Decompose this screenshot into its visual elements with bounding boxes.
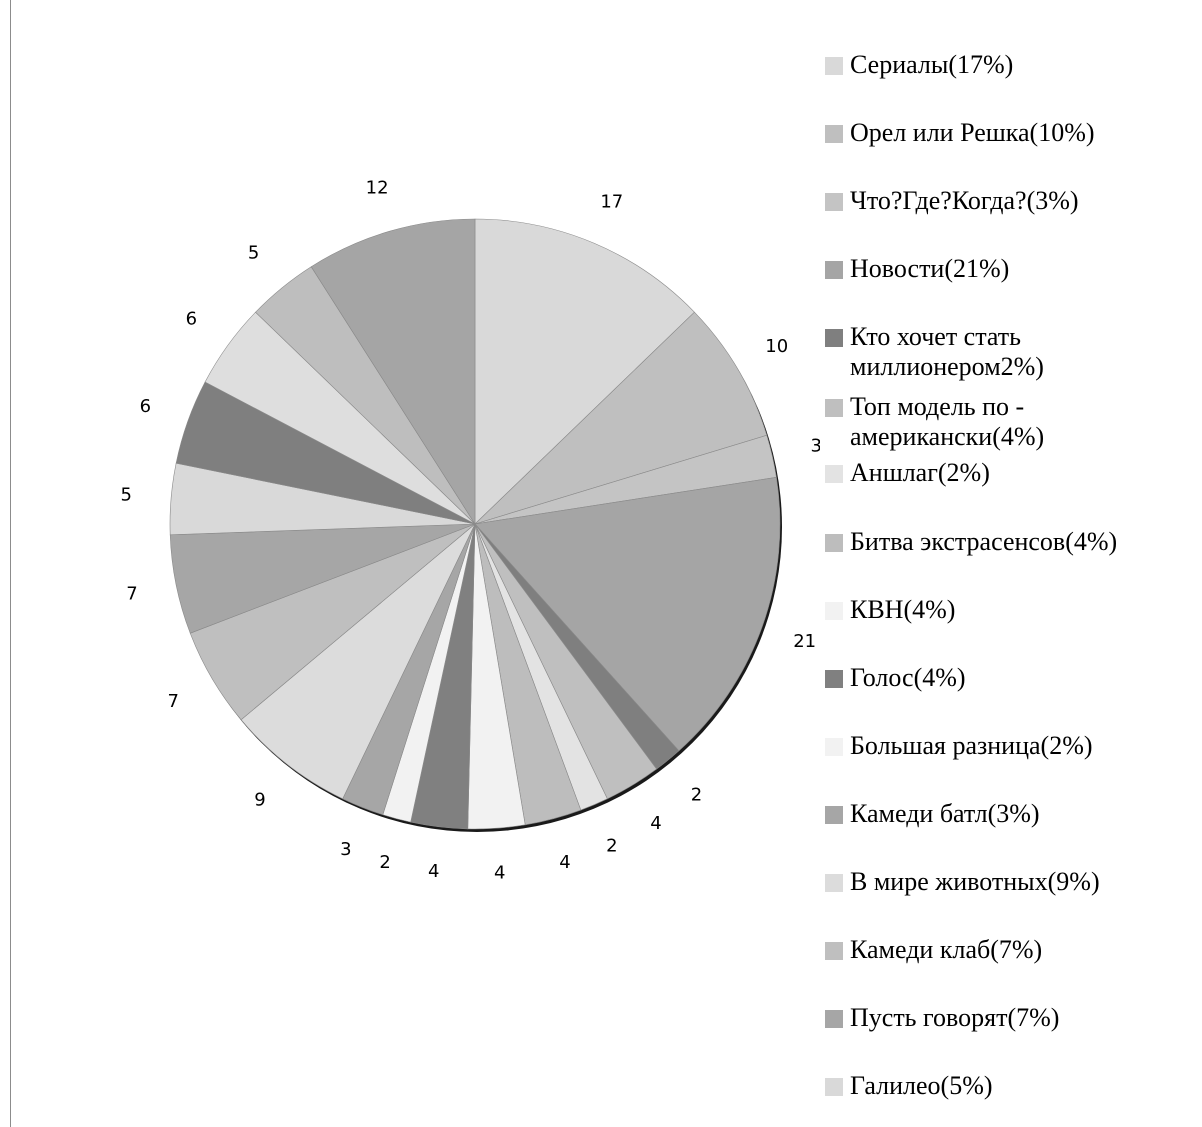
legend-label: Большая разница(2%)	[850, 731, 1093, 760]
slice-data-label-8: 4	[559, 852, 570, 873]
frame-border	[10, 0, 11, 1127]
slice-data-label-3: 3	[810, 436, 820, 457]
legend-label: Голос(4%)	[850, 663, 966, 692]
slice-data-label-10: 4	[428, 861, 439, 882]
legend-label: Топ модель по - американски(4%)	[850, 392, 1045, 451]
legend-label: Кто хочет стать миллионером2%)	[850, 322, 1044, 381]
legend-item-4: Новости(21%)	[825, 254, 1195, 284]
slice-data-label-7: 2	[606, 836, 617, 857]
legend-item-9: КВН(4%)	[825, 595, 1195, 625]
slice-data-label-19: 5	[248, 242, 259, 263]
legend-label: Сериалы(17%)	[850, 50, 1014, 79]
legend-item-7: Аншлаг(2%)	[825, 458, 1195, 488]
slice-data-label-20: 12	[366, 177, 389, 198]
legend-label: Камеди батл(3%)	[850, 799, 1040, 828]
legend-swatch	[825, 874, 843, 892]
legend-item-5: Кто хочет стать миллионером2%)	[825, 322, 1195, 382]
pie-slice-2	[474, 311, 768, 525]
legend-item-1: Сериалы(17%)	[825, 50, 1195, 80]
legend-label: Пусть говорят(7%)	[850, 1003, 1060, 1032]
legend-item-11: Большая разница(2%)	[825, 731, 1195, 761]
legend-swatch	[825, 193, 843, 211]
legend-swatch	[825, 602, 843, 620]
legend-item-2: Орел или Решка(10%)	[825, 118, 1195, 148]
legend-swatch	[825, 1078, 843, 1096]
slice-data-label-13: 9	[254, 790, 265, 811]
legend-label: Орел или Решка(10%)	[850, 118, 1095, 147]
legend-swatch	[825, 329, 843, 347]
pie-slice-13	[240, 523, 476, 800]
legend-item-8: Битва экстрасенсов(4%)	[825, 527, 1195, 557]
slice-data-label-18: 6	[186, 308, 197, 329]
slice-data-label-6: 4	[650, 813, 661, 834]
pie-chart: 17 10 3 21 2 4 2 4 4 4 2 3 9 7 7 5 6 6 5 12	[120, 177, 820, 884]
pie-slice-4	[474, 477, 781, 752]
legend-item-3: Что?Где?Когда?(3%)	[825, 186, 1195, 216]
legend-swatch	[825, 465, 843, 483]
slice-data-label-15: 7	[126, 583, 137, 604]
slice-data-label-14: 7	[168, 691, 179, 712]
slice-data-label-5: 2	[691, 785, 702, 806]
pie-slice-1	[474, 218, 695, 525]
legend-label: Битва экстрасенсов(4%)	[850, 527, 1118, 556]
legend-item-12: Камеди батл(3%)	[825, 799, 1195, 829]
legend-label: Галилео(5%)	[850, 1071, 993, 1100]
legend-label: Камеди клаб(7%)	[850, 935, 1043, 964]
legend-label: Аншлаг(2%)	[850, 458, 990, 487]
legend-item-13: В мире животных(9%)	[825, 867, 1195, 897]
legend-swatch	[825, 670, 843, 688]
slice-data-label-12: 3	[340, 839, 351, 860]
legend-swatch	[825, 806, 843, 824]
legend-swatch	[825, 738, 843, 756]
legend-swatch	[825, 942, 843, 960]
legend-item-10: Голос(4%)	[825, 663, 1195, 693]
legend-label: КВН(4%)	[850, 595, 956, 624]
slice-data-label-17: 6	[140, 396, 151, 417]
legend-item-16: Галилео(5%)	[825, 1071, 1195, 1101]
legend-label: Новости(21%)	[850, 254, 1010, 283]
legend-item-6: Топ модель по - американски(4%)	[825, 392, 1195, 452]
pie-slice-20	[310, 218, 476, 526]
slice-data-label-1: 17	[600, 191, 623, 212]
legend-label: Что?Где?Когда?(3%)	[850, 186, 1079, 215]
legend-swatch	[825, 125, 843, 143]
slice-data-label-4: 21	[793, 631, 816, 652]
slice-data-label-2: 10	[765, 336, 788, 357]
slice-data-label-11: 2	[379, 852, 390, 873]
legend-swatch	[825, 57, 843, 75]
slice-data-label-16: 5	[120, 485, 131, 506]
legend-item-14: Камеди клаб(7%)	[825, 935, 1195, 965]
slice-data-label-9: 4	[494, 863, 505, 884]
legend-swatch	[825, 534, 843, 552]
legend-item-15: Пусть говорят(7%)	[825, 1003, 1195, 1033]
legend-swatch	[825, 399, 843, 417]
legend-swatch	[825, 261, 843, 279]
legend-swatch	[825, 1010, 843, 1028]
legend-label: В мире животных(9%)	[850, 867, 1100, 896]
